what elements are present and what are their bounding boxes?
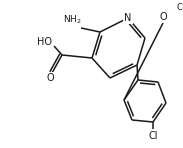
Text: NH$_2$: NH$_2$ bbox=[63, 14, 81, 26]
Text: HO: HO bbox=[36, 37, 51, 47]
Text: O: O bbox=[46, 73, 54, 83]
Text: O: O bbox=[159, 12, 167, 22]
Text: N: N bbox=[124, 13, 132, 23]
Text: Cl: Cl bbox=[148, 131, 158, 141]
Text: CH$_3$: CH$_3$ bbox=[176, 2, 183, 14]
